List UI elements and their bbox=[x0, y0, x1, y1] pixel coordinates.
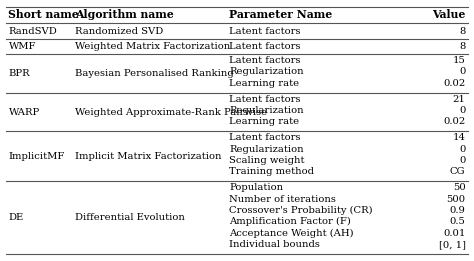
Text: Regularization: Regularization bbox=[229, 145, 304, 153]
Text: 0: 0 bbox=[459, 106, 465, 115]
Text: Acceptance Weight (AH): Acceptance Weight (AH) bbox=[229, 229, 354, 238]
Text: 21: 21 bbox=[453, 95, 465, 104]
Text: 0: 0 bbox=[459, 67, 465, 76]
Text: DE: DE bbox=[9, 213, 24, 222]
Text: CG: CG bbox=[450, 167, 465, 176]
Text: Regularization: Regularization bbox=[229, 67, 304, 76]
Text: Scaling weight: Scaling weight bbox=[229, 156, 305, 165]
Text: Crossover's Probability (CR): Crossover's Probability (CR) bbox=[229, 206, 373, 215]
Text: 500: 500 bbox=[447, 195, 465, 204]
Text: 0.02: 0.02 bbox=[443, 79, 465, 88]
Text: Latent factors: Latent factors bbox=[229, 95, 301, 104]
Text: 50: 50 bbox=[453, 183, 465, 192]
Text: Learning rate: Learning rate bbox=[229, 79, 299, 88]
Text: WMF: WMF bbox=[9, 42, 36, 51]
Text: 0.5: 0.5 bbox=[450, 217, 465, 227]
Text: 0: 0 bbox=[459, 145, 465, 153]
Text: Training method: Training method bbox=[229, 167, 314, 176]
Text: Implicit Matrix Factorization: Implicit Matrix Factorization bbox=[75, 152, 222, 161]
Text: Individual bounds: Individual bounds bbox=[229, 240, 320, 249]
Text: Weighted Matrix Factorization: Weighted Matrix Factorization bbox=[75, 42, 230, 51]
Text: WARP: WARP bbox=[9, 108, 40, 117]
Text: ImplicitMF: ImplicitMF bbox=[9, 152, 65, 161]
Text: Latent factors: Latent factors bbox=[229, 133, 301, 142]
Text: Short name: Short name bbox=[9, 9, 79, 20]
Text: Population: Population bbox=[229, 183, 283, 192]
Text: Latent factors: Latent factors bbox=[229, 27, 301, 35]
Text: Latent factors: Latent factors bbox=[229, 56, 301, 65]
Text: [0, 1]: [0, 1] bbox=[438, 240, 465, 249]
Text: BPR: BPR bbox=[9, 69, 30, 78]
Text: 0.01: 0.01 bbox=[443, 229, 465, 238]
Text: Learning rate: Learning rate bbox=[229, 117, 299, 126]
Text: RandSVD: RandSVD bbox=[9, 27, 57, 35]
Text: Algorithm name: Algorithm name bbox=[75, 9, 174, 20]
Text: Weighted Approximate-Rank Pairwise: Weighted Approximate-Rank Pairwise bbox=[75, 108, 267, 117]
Text: Differential Evolution: Differential Evolution bbox=[75, 213, 185, 222]
Text: Value: Value bbox=[432, 9, 465, 20]
Text: Bayesian Personalised Ranking: Bayesian Personalised Ranking bbox=[75, 69, 234, 78]
Text: Latent factors: Latent factors bbox=[229, 42, 301, 51]
Text: 8: 8 bbox=[459, 42, 465, 51]
Text: 15: 15 bbox=[453, 56, 465, 65]
Text: Amplification Factor (F): Amplification Factor (F) bbox=[229, 217, 351, 227]
Text: 0: 0 bbox=[459, 156, 465, 165]
Text: Regularization: Regularization bbox=[229, 106, 304, 115]
Text: Parameter Name: Parameter Name bbox=[229, 9, 332, 20]
Text: 8: 8 bbox=[459, 27, 465, 35]
Text: 0.9: 0.9 bbox=[450, 206, 465, 215]
Text: 0.02: 0.02 bbox=[443, 117, 465, 126]
Text: Number of iterations: Number of iterations bbox=[229, 195, 336, 204]
Text: Randomized SVD: Randomized SVD bbox=[75, 27, 164, 35]
Text: 14: 14 bbox=[453, 133, 465, 142]
